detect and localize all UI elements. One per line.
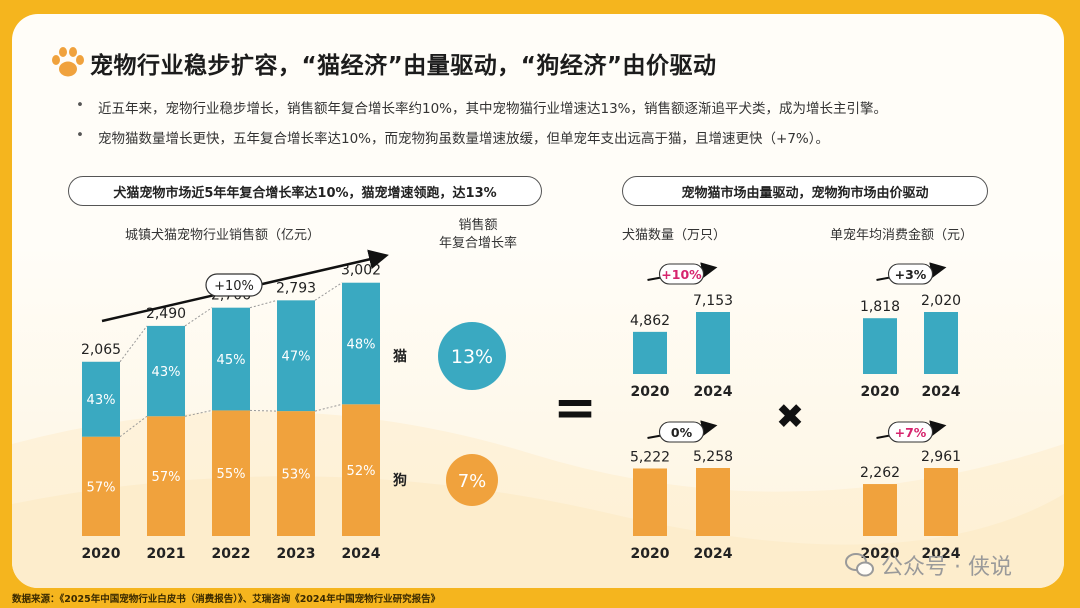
bar-dog-2020 — [82, 436, 120, 536]
small-value-dog-spend-2020: 2,262 — [860, 465, 900, 481]
paw-icon — [52, 47, 84, 77]
small-tick-dog-spend-2024: 2024 — [922, 546, 961, 562]
x-tick-2021: 2021 — [147, 546, 186, 562]
right-section-pill: 宠物猫市场由量驱动，宠物狗市场由价驱动 — [622, 176, 988, 206]
small-bar-dog-count-2024 — [696, 468, 730, 536]
share-label-cat-2023: 47% — [282, 350, 311, 365]
x-tick-2020: 2020 — [82, 546, 121, 562]
connector-mid — [119, 415, 148, 438]
share-label-dog-2024: 52% — [347, 464, 376, 479]
bullet-item: 宠物猫数量增长更快，五年复合增长率达10%，而宠物狗虽数量增速放缓，但单宠年支出… — [76, 127, 887, 147]
small-value-dog-count-2020: 5,222 — [630, 449, 670, 465]
connector-top — [119, 325, 148, 363]
sales-chart-title: 城镇犬猫宠物行业销售额（亿元） — [125, 228, 321, 243]
bar-dog-2023 — [277, 411, 315, 536]
background-stripes — [12, 411, 1064, 588]
bar-dog-2021 — [147, 416, 185, 536]
connector-mid — [249, 409, 278, 412]
share-label-dog-2022: 55% — [217, 467, 246, 482]
bar-cat-2021 — [147, 325, 185, 417]
bar-cat-2022 — [212, 307, 250, 411]
small-tick-cat-count-2024: 2024 — [694, 384, 733, 400]
small-bar-dog-spend-2020 — [863, 484, 897, 536]
small-growth-dog-spend: +7% — [895, 425, 927, 440]
cat-label: 猫 — [393, 348, 407, 365]
share-label-dog-2023: 53% — [282, 468, 311, 483]
share-label-cat-2021: 43% — [152, 365, 181, 380]
bar-dog-2024 — [342, 404, 380, 536]
bar-cat-2023 — [277, 300, 315, 412]
cagr-header-line2: 年复合增长率 — [438, 236, 517, 251]
small-bar-dog-count-2020 — [633, 468, 667, 536]
bullet-list: 近五年来，宠物行业稳步增长，销售额年复合增长率约10%，其中宠物猫行业增速达13… — [76, 97, 887, 157]
cagr-bubble-cat — [438, 322, 506, 390]
share-label-cat-2024: 48% — [347, 337, 376, 352]
small-tick-cat-count-2020: 2020 — [631, 384, 670, 400]
watermark: 公众号 · 侠说 — [845, 549, 1012, 581]
connector-mid — [314, 403, 343, 412]
connector-top — [184, 307, 213, 327]
bar-cat-2024 — [342, 282, 380, 405]
x-tick-2024: 2024 — [342, 546, 381, 562]
cagr-value-cat: 13% — [451, 346, 493, 368]
small-tick-cat-spend-2024: 2024 — [922, 384, 961, 400]
small-badge-dog-count — [658, 421, 705, 443]
small-value-dog-count-2024: 5,258 — [693, 449, 733, 465]
cagr-value-dog: 7% — [458, 471, 487, 492]
bar-cat-2020 — [82, 361, 120, 437]
small-bar-cat-count-2020 — [633, 331, 667, 374]
small-badge-cat-spend — [887, 263, 934, 285]
bullet-item: 近五年来，宠物行业稳步增长，销售额年复合增长率约10%，其中宠物猫行业增速达13… — [76, 97, 887, 117]
total-label-2023: 2,793 — [276, 280, 316, 296]
small-tick-cat-spend-2020: 2020 — [861, 384, 900, 400]
small-bar-dog-spend-2024 — [924, 468, 958, 536]
wechat-icon — [845, 553, 874, 577]
small-bar-cat-spend-2020 — [863, 318, 897, 374]
small-bar-cat-count-2024 — [696, 312, 730, 374]
page-title: 宠物行业稳步扩容，“猫经济”由量驱动，“狗经济”由价驱动 — [90, 53, 717, 79]
cagr-bubble-dog — [446, 454, 498, 506]
small-growth-cat-count: +10% — [661, 267, 702, 282]
share-label-cat-2022: 45% — [217, 353, 246, 368]
connector-top — [314, 282, 343, 301]
small-bar-cat-spend-2024 — [924, 312, 958, 374]
small-growth-dog-count: 0% — [671, 425, 693, 440]
share-label-dog-2021: 57% — [152, 470, 181, 485]
x-tick-2022: 2022 — [212, 546, 251, 562]
x-tick-2023: 2023 — [277, 546, 316, 562]
growth-label: +10% — [214, 279, 254, 294]
small-tick-dog-count-2024: 2024 — [694, 546, 733, 562]
source-note: 数据来源：《2025年中国宠物行业白皮书（消费报告）》、艾瑞咨询《2024年中国… — [12, 594, 441, 605]
small-tick-dog-count-2020: 2020 — [631, 546, 670, 562]
small-tick-dog-spend-2020: 2020 — [861, 546, 900, 562]
small-value-cat-spend-2024: 2,020 — [921, 293, 961, 309]
left-section-pill: 犬猫宠物市场近5年年复合增长率达10%，猫宠增速领跑，达13% — [68, 176, 542, 206]
equals-sign: = — [553, 378, 597, 438]
small-value-cat-count-2024: 7,153 — [693, 293, 733, 309]
connector-top — [249, 299, 278, 309]
share-label-dog-2020: 57% — [87, 480, 116, 495]
spend-chart-title: 单宠年均消费金额（元） — [830, 228, 974, 243]
count-chart-title: 犬猫数量（万只） — [622, 228, 727, 243]
bar-dog-2022 — [212, 410, 250, 536]
small-badge-cat-count — [658, 263, 705, 285]
small-growth-cat-spend: +3% — [895, 267, 927, 282]
times-sign: ✖ — [776, 397, 805, 437]
watermark-text: 公众号 · 侠说 — [881, 555, 1012, 580]
connector-mid — [184, 409, 213, 417]
total-label-2020: 2,065 — [81, 342, 121, 358]
share-label-cat-2020: 43% — [87, 393, 116, 408]
total-label-2021: 2,490 — [146, 306, 186, 322]
small-value-cat-spend-2020: 1,818 — [860, 299, 900, 315]
cagr-header-line1: 销售额 — [458, 218, 498, 233]
growth-badge — [205, 273, 263, 297]
small-value-dog-spend-2024: 2,961 — [921, 449, 961, 465]
dog-label: 狗 — [393, 472, 407, 489]
small-value-cat-count-2020: 4,862 — [630, 313, 670, 329]
small-badge-dog-spend — [887, 421, 934, 443]
